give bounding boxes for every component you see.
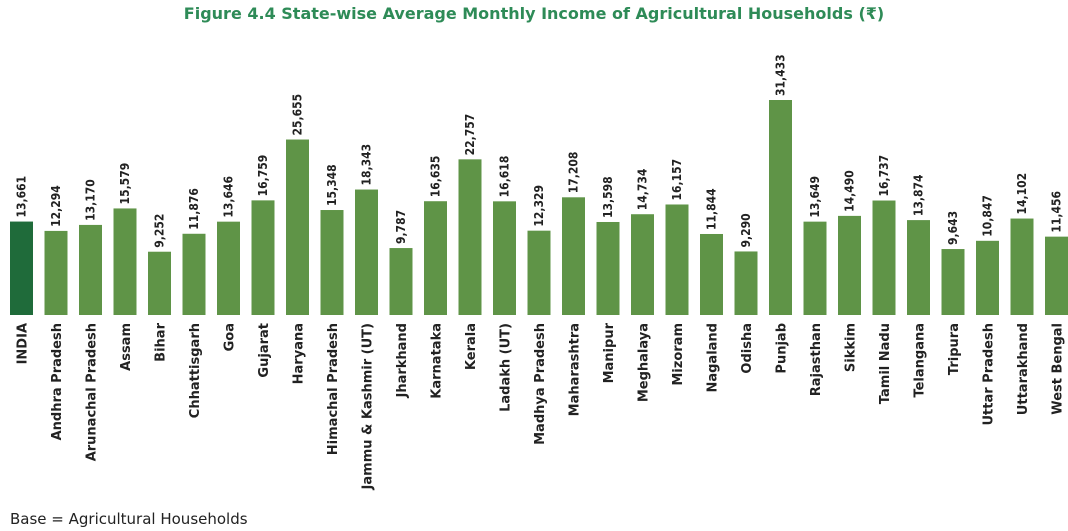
bar-27 xyxy=(941,249,965,315)
value-label-17: 13,598 xyxy=(601,176,615,218)
value-label-30: 11,456 xyxy=(1050,191,1064,233)
bar-12 xyxy=(424,201,447,315)
category-label-28: Uttar Pradesh xyxy=(982,323,997,426)
bar-7 xyxy=(251,200,275,315)
bar-8 xyxy=(286,139,309,315)
value-label-4: 9,252 xyxy=(153,214,167,248)
value-labels-layer: 13,661 12,294 13,170 15,579 9,252 11,876 13,64… xyxy=(15,54,1064,247)
bar-1 xyxy=(44,230,68,315)
bar-9 xyxy=(320,210,344,315)
value-label-3: 15,579 xyxy=(118,163,132,205)
bar-19 xyxy=(665,204,689,315)
bars-layer xyxy=(10,100,1068,315)
category-label-21: Odisha xyxy=(740,323,755,374)
value-label-14: 16,618 xyxy=(498,156,512,198)
value-label-7: 16,759 xyxy=(256,155,270,197)
value-label-28: 10,847 xyxy=(981,195,995,237)
value-label-16: 17,208 xyxy=(567,152,581,194)
value-label-12: 16,635 xyxy=(429,156,443,198)
bar-22 xyxy=(769,100,792,315)
value-label-13: 22,757 xyxy=(463,114,477,156)
category-label-2: Arunachal Pradesh xyxy=(85,323,100,461)
value-label-11: 9,787 xyxy=(394,210,408,244)
bar-13 xyxy=(458,159,482,315)
category-label-16: Maharashtra xyxy=(568,323,583,416)
value-label-26: 13,874 xyxy=(912,174,926,216)
bar-24 xyxy=(838,215,861,315)
base-note: Base = Agricultural Households xyxy=(10,510,248,528)
value-label-23: 13,649 xyxy=(808,176,822,218)
value-label-6: 13,646 xyxy=(222,176,236,218)
bar-0 xyxy=(10,221,33,315)
value-label-20: 11,844 xyxy=(705,188,719,230)
category-label-1: Andhra Pradesh xyxy=(50,323,65,440)
category-label-14: Ladakh (UT) xyxy=(499,323,514,412)
category-label-6: Goa xyxy=(223,323,238,351)
category-label-4: Bihar xyxy=(154,322,169,361)
category-label-19: Mizoram xyxy=(671,323,686,386)
category-label-20: Nagaland xyxy=(706,323,721,393)
category-label-7: Gujarat xyxy=(257,323,272,378)
category-label-17: Manipur xyxy=(602,322,617,383)
category-label-0: INDIA xyxy=(16,323,31,364)
category-label-5: Chhattisgarh xyxy=(188,323,203,418)
value-label-9: 15,348 xyxy=(325,164,339,206)
category-label-3: Assam xyxy=(119,323,134,371)
value-label-24: 14,490 xyxy=(843,170,857,212)
category-label-22: Punjab xyxy=(775,323,790,374)
value-label-21: 9,290 xyxy=(739,213,753,247)
bar-21 xyxy=(734,251,758,315)
category-label-23: Rajasthan xyxy=(809,323,824,396)
category-label-18: Meghalaya xyxy=(637,323,652,402)
value-label-25: 16,737 xyxy=(877,155,891,197)
category-label-9: Himachal Pradesh xyxy=(326,323,341,455)
category-label-13: Kerala xyxy=(464,323,479,370)
value-label-29: 14,102 xyxy=(1015,173,1029,215)
value-label-2: 13,170 xyxy=(84,179,98,221)
category-label-12: Karnataka xyxy=(430,323,445,399)
category-label-30: West Bengal xyxy=(1051,323,1066,415)
bar-10 xyxy=(355,189,378,315)
bar-17 xyxy=(596,221,620,315)
category-label-27: Tripura xyxy=(947,323,962,375)
bar-16 xyxy=(562,197,585,315)
value-label-5: 11,876 xyxy=(187,188,201,230)
value-label-22: 31,433 xyxy=(774,54,788,96)
bar-30 xyxy=(1045,236,1068,315)
value-label-1: 12,294 xyxy=(49,185,63,227)
value-label-18: 14,734 xyxy=(636,168,650,210)
bar-4 xyxy=(148,251,171,315)
category-label-25: Tamil Nadu xyxy=(878,323,893,404)
category-label-26: Telangana xyxy=(913,323,928,398)
category-label-10: Jammu & Kashmir (UT) xyxy=(361,323,376,490)
bar-14 xyxy=(493,201,516,315)
value-label-8: 25,655 xyxy=(291,94,305,136)
category-label-15: Madhya Pradesh xyxy=(533,323,548,445)
category-label-8: Haryana xyxy=(292,323,307,384)
value-label-27: 9,643 xyxy=(946,211,960,245)
bar-11 xyxy=(389,248,413,315)
value-label-0: 13,661 xyxy=(15,176,29,218)
bar-25 xyxy=(872,200,896,315)
bar-2 xyxy=(79,224,102,315)
bar-3 xyxy=(113,208,137,315)
bar-23 xyxy=(803,221,827,315)
value-label-15: 12,329 xyxy=(532,185,546,227)
bar-20 xyxy=(700,233,723,315)
bar-28 xyxy=(976,240,999,315)
bar-18 xyxy=(631,214,654,315)
category-label-29: Uttarakhand xyxy=(1016,323,1031,415)
bar-15 xyxy=(527,230,551,315)
category-labels-layer: INDIA Andhra Pradesh Arunachal Pradesh Assa… xyxy=(16,322,1066,490)
value-label-19: 16,157 xyxy=(670,159,684,201)
category-label-11: Jharkhand xyxy=(395,323,410,399)
bar-5 xyxy=(182,233,206,315)
category-label-24: Sikkim xyxy=(844,323,859,372)
value-label-10: 18,343 xyxy=(360,144,374,186)
bar-6 xyxy=(217,221,240,315)
chart-title: Figure 4.4 State-wise Average Monthly In… xyxy=(183,4,885,23)
bar-26 xyxy=(907,220,930,315)
bar-29 xyxy=(1010,218,1034,315)
